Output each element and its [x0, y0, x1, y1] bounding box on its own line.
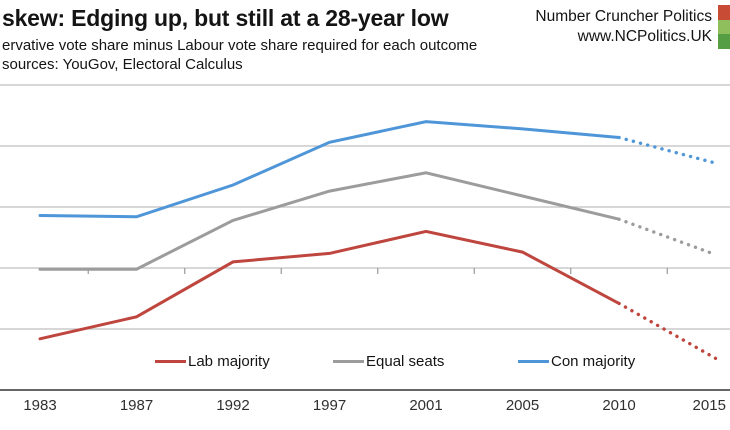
legend-item-con-majority: Con majority — [518, 353, 635, 370]
equal-seats-line-swatch — [333, 360, 364, 363]
brand-name: Number Cruncher Politics — [535, 8, 712, 25]
series-line-lab-majority — [38, 229, 621, 341]
x-axis-label-1983: 1983 — [23, 397, 57, 414]
x-axis-label-2005: 2005 — [505, 397, 540, 414]
chart-sources: sources: YouGov, Electoral Calculus — [2, 56, 243, 73]
legend-item-lab-majority: Lab majority — [155, 353, 270, 370]
legend-label: Lab majority — [188, 353, 270, 370]
chart-title: skew: Edging up, but still at a 28-year … — [2, 5, 449, 31]
series-line-equal-seats — [38, 171, 621, 271]
series-dotted-lab-majority — [617, 301, 718, 360]
brand-logo — [718, 5, 730, 49]
chart-subtitle: ervative vote share minus Labour vote sh… — [2, 37, 478, 54]
logo-block-green — [718, 34, 730, 49]
x-axis-label-1997: 1997 — [312, 397, 347, 414]
legend-item-equal-seats: Equal seats — [333, 353, 444, 370]
brand-url: www.NCPolitics.UK — [577, 28, 712, 45]
x-axis-label-2015e: 2015 e — [692, 397, 730, 414]
x-axis-label-2001: 2001 — [409, 397, 443, 414]
lab-majority-line-swatch — [155, 360, 186, 363]
brand-block: Number Cruncher Politics www.NCPolitics.… — [535, 7, 712, 47]
series-dotted-equal-seats — [617, 217, 718, 257]
x-axis-label-1987: 1987 — [119, 397, 154, 414]
legend-label: Equal seats — [366, 353, 445, 370]
legend-label: Con majority — [551, 353, 636, 370]
x-axis-label-2010: 2010 — [602, 397, 636, 414]
con-majority-line-swatch — [518, 360, 549, 363]
logo-block-red — [718, 5, 730, 20]
x-axis-label-1992: 1992 — [216, 397, 250, 414]
series-dotted-con-majority — [617, 135, 718, 165]
series-line-con-majority — [38, 120, 621, 219]
logo-block-lightgreen — [718, 19, 730, 34]
